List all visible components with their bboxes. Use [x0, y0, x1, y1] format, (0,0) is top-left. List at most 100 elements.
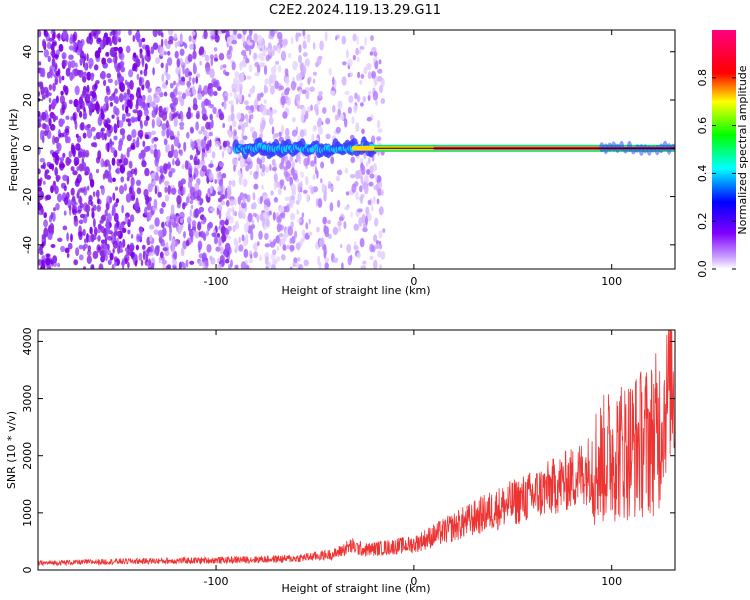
- noise-speckle: [42, 40, 46, 47]
- noise-speckle: [105, 144, 109, 151]
- noise-speckle: [277, 65, 282, 73]
- noise-speckle: [123, 183, 127, 192]
- noise-speckle: [68, 54, 74, 60]
- noise-speckle: [232, 225, 236, 232]
- noise-speckle: [376, 240, 379, 245]
- noise-speckle: [198, 130, 203, 135]
- noise-speckle: [161, 259, 167, 265]
- noise-speckle: [344, 90, 350, 96]
- noise-speckle: [144, 167, 150, 177]
- noise-speckle: [289, 244, 295, 252]
- noise-speckle: [180, 246, 185, 257]
- noise-speckle: [163, 138, 168, 146]
- noise-speckle: [369, 255, 374, 260]
- noise-speckle: [314, 104, 319, 112]
- noise-speckle: [82, 111, 88, 120]
- noise-speckle: [196, 210, 202, 215]
- noise-speckle: [245, 164, 250, 172]
- noise-speckle: [299, 62, 305, 71]
- noise-speckle: [256, 44, 263, 49]
- noise-speckle: [233, 77, 238, 86]
- noise-speckle: [317, 117, 323, 127]
- noise-speckle: [153, 229, 159, 235]
- colorbar-tick-label: 0.2: [696, 212, 709, 230]
- noise-speckle: [252, 131, 258, 140]
- noise-speckle: [261, 119, 266, 127]
- noise-speckle: [226, 147, 231, 153]
- noise-speckle: [142, 250, 146, 261]
- noise-speckle: [316, 169, 319, 179]
- snr-marks: [38, 330, 675, 567]
- noise-speckle: [43, 49, 50, 58]
- noise-speckle: [372, 90, 379, 101]
- noise-speckle: [256, 157, 260, 165]
- noise-speckle: [257, 241, 260, 247]
- noise-speckle: [202, 233, 207, 242]
- noise-speckle: [165, 106, 169, 112]
- noise-speckle: [359, 158, 364, 164]
- noise-speckle: [184, 67, 190, 78]
- noise-speckle: [77, 189, 80, 199]
- noise-speckle: [91, 207, 95, 213]
- noise-speckle: [113, 256, 118, 262]
- noise-speckle: [196, 110, 200, 116]
- noise-speckle: [301, 229, 306, 237]
- noise-speckle: [253, 53, 257, 60]
- noise-speckle: [203, 152, 208, 158]
- noise-speckle: [234, 264, 239, 269]
- noise-speckle: [264, 243, 271, 248]
- noise-speckle: [268, 79, 271, 87]
- noise-speckle: [290, 167, 295, 176]
- noise-speckle: [70, 60, 76, 68]
- noise-speckle: [145, 102, 149, 111]
- noise-speckle: [164, 194, 170, 202]
- noise-speckle: [152, 30, 158, 38]
- noise-speckle: [213, 57, 219, 62]
- noise-speckle: [74, 179, 80, 187]
- noise-speckle: [299, 82, 303, 87]
- noise-speckle: [381, 190, 384, 196]
- noise-speckle: [147, 87, 152, 93]
- noise-speckle: [161, 129, 166, 137]
- noise-speckle: [124, 247, 129, 253]
- noise-speckle: [200, 138, 206, 148]
- noise-speckle: [158, 256, 162, 264]
- noise-speckle: [86, 250, 92, 256]
- noise-speckle: [332, 257, 339, 263]
- noise-speckle: [164, 180, 170, 187]
- noise-speckle: [176, 157, 180, 164]
- noise-speckle: [104, 209, 108, 217]
- noise-speckle: [359, 45, 365, 50]
- noise-speckle: [104, 160, 108, 168]
- noise-speckle: [355, 170, 360, 180]
- noise-speckle: [209, 68, 215, 79]
- noise-speckle: [208, 131, 213, 137]
- noise-speckle: [329, 202, 334, 212]
- noise-speckle: [256, 164, 259, 173]
- noise-speckle: [131, 190, 136, 199]
- noise-speckle: [46, 41, 52, 50]
- noise-speckle: [103, 119, 106, 124]
- noise-speckle: [192, 88, 197, 96]
- noise-speckle: [90, 233, 95, 243]
- noise-speckle: [377, 250, 382, 258]
- noise-speckle: [377, 187, 382, 196]
- noise-speckle: [113, 123, 118, 133]
- noise-speckle: [51, 223, 54, 234]
- noise-speckle: [153, 143, 157, 149]
- noise-speckle: [231, 39, 238, 45]
- noise-speckle: [38, 179, 42, 187]
- noise-speckle: [279, 206, 285, 213]
- noise-speckle: [100, 226, 105, 234]
- noise-speckle: [92, 250, 99, 260]
- noise-speckle: [368, 90, 372, 96]
- noise-speckle: [49, 71, 54, 77]
- noise-speckle: [98, 199, 102, 205]
- noise-speckle: [198, 84, 202, 94]
- noise-speckle: [317, 126, 323, 135]
- noise-speckle: [92, 84, 97, 92]
- noise-speckle: [118, 30, 121, 36]
- noise-speckle: [52, 113, 57, 123]
- noise-speckle: [118, 46, 123, 54]
- noise-speckle: [281, 51, 287, 59]
